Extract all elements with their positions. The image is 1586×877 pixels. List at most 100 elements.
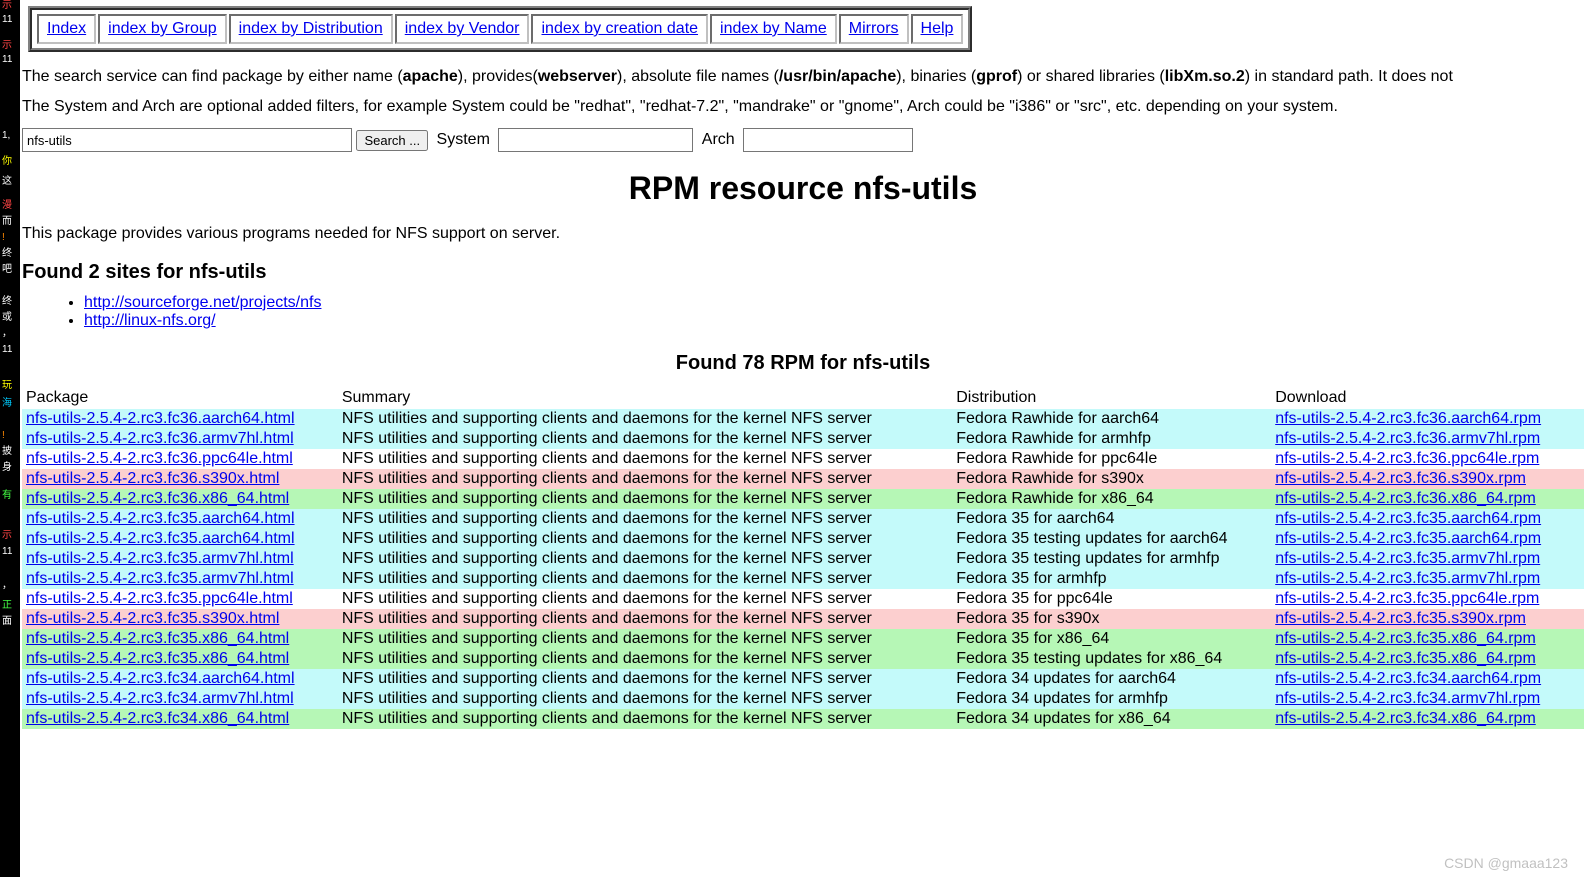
package-link[interactable]: nfs-utils-2.5.4-2.rc3.fc35.armv7hl.html xyxy=(26,570,294,587)
package-link[interactable]: nfs-utils-2.5.4-2.rc3.fc36.x86_64.html xyxy=(26,490,289,507)
package-link[interactable]: nfs-utils-2.5.4-2.rc3.fc36.s390x.html xyxy=(26,470,279,487)
download-cell: nfs-utils-2.5.4-2.rc3.fc36.s390x.rpm xyxy=(1271,469,1584,489)
distribution-cell: Fedora 35 for x86_64 xyxy=(952,629,1271,649)
package-link[interactable]: nfs-utils-2.5.4-2.rc3.fc34.x86_64.html xyxy=(26,710,289,727)
table-row: nfs-utils-2.5.4-2.rc3.fc36.x86_64.html NF… xyxy=(22,489,1584,509)
system-label: System xyxy=(437,131,490,148)
distribution-cell: Fedora 35 for ppc64le xyxy=(952,589,1271,609)
download-link[interactable]: nfs-utils-2.5.4-2.rc3.fc35.ppc64le.rpm xyxy=(1275,590,1539,607)
arch-label: Arch xyxy=(702,131,735,148)
table-row: nfs-utils-2.5.4-2.rc3.fc36.s390x.html NFS… xyxy=(22,469,1584,489)
download-link[interactable]: nfs-utils-2.5.4-2.rc3.fc35.x86_64.rpm xyxy=(1275,650,1536,667)
download-link[interactable]: nfs-utils-2.5.4-2.rc3.fc36.s390x.rpm xyxy=(1275,470,1526,487)
site-link[interactable]: http://sourceforge.net/projects/nfs xyxy=(84,294,321,311)
top-nav: Indexindex by Groupindex by Distribution… xyxy=(28,6,972,52)
left-strip-glyph: ! xyxy=(2,232,5,244)
package-cell: nfs-utils-2.5.4-2.rc3.fc35.aarch64.html xyxy=(22,509,338,529)
site-link[interactable]: http://linux-nfs.org/ xyxy=(84,312,216,329)
package-link[interactable]: nfs-utils-2.5.4-2.rc3.fc34.aarch64.html xyxy=(26,670,295,687)
download-link[interactable]: nfs-utils-2.5.4-2.rc3.fc35.x86_64.rpm xyxy=(1275,630,1536,647)
site-item: http://sourceforge.net/projects/nfs xyxy=(84,294,1586,312)
package-cell: nfs-utils-2.5.4-2.rc3.fc35.aarch64.html xyxy=(22,529,338,549)
package-cell: nfs-utils-2.5.4-2.rc3.fc36.x86_64.html xyxy=(22,489,338,509)
summary-cell: NFS utilities and supporting clients and… xyxy=(338,489,952,509)
left-strip-glyph: 而 xyxy=(2,216,12,228)
package-cell: nfs-utils-2.5.4-2.rc3.fc34.x86_64.html xyxy=(22,709,338,729)
table-row: nfs-utils-2.5.4-2.rc3.fc35.x86_64.htmlNF… xyxy=(22,629,1584,649)
nav-link-mirrors[interactable]: Mirrors xyxy=(839,14,909,44)
left-strip-glyph: 你 xyxy=(2,156,12,168)
package-link[interactable]: nfs-utils-2.5.4-2.rc3.fc36.ppc64le.html xyxy=(26,450,293,467)
package-link[interactable]: nfs-utils-2.5.4-2.rc3.fc35.s390x.html xyxy=(26,610,279,627)
nav-link-index[interactable]: Index xyxy=(37,14,96,44)
download-cell: nfs-utils-2.5.4-2.rc3.fc35.x86_64.rpm xyxy=(1271,649,1584,669)
left-strip-glyph: 披 xyxy=(2,446,12,458)
nav-link-index-by-distribution[interactable]: index by Distribution xyxy=(229,14,393,44)
left-strip-glyph: ， xyxy=(2,580,12,592)
summary-cell: NFS utilities and supporting clients and… xyxy=(338,469,952,489)
download-cell: nfs-utils-2.5.4-2.rc3.fc34.x86_64.rpm xyxy=(1271,709,1584,729)
table-header-row: PackageSummaryDistributionDownload xyxy=(22,387,1584,409)
package-link[interactable]: nfs-utils-2.5.4-2.rc3.fc36.aarch64.html xyxy=(26,410,295,427)
nav-link-index-by-vendor[interactable]: index by Vendor xyxy=(395,14,530,44)
intro-bold: /usr/bin/apache xyxy=(779,68,896,85)
left-strip-glyph: 或 xyxy=(2,312,12,324)
nav-link-index-by-name[interactable]: index by Name xyxy=(710,14,837,44)
download-link[interactable]: nfs-utils-2.5.4-2.rc3.fc34.armv7hl.rpm xyxy=(1275,690,1540,707)
distribution-cell: Fedora 35 testing updates for aarch64 xyxy=(952,529,1271,549)
package-cell: nfs-utils-2.5.4-2.rc3.fc35.s390x.html xyxy=(22,609,338,629)
package-link[interactable]: nfs-utils-2.5.4-2.rc3.fc35.x86_64.html xyxy=(26,630,289,647)
download-link[interactable]: nfs-utils-2.5.4-2.rc3.fc35.aarch64.rpm xyxy=(1275,530,1541,547)
download-link[interactable]: nfs-utils-2.5.4-2.rc3.fc36.x86_64.rpm xyxy=(1275,490,1536,507)
package-link[interactable]: nfs-utils-2.5.4-2.rc3.fc36.armv7hl.html xyxy=(26,430,294,447)
distribution-cell: Fedora Rawhide for aarch64 xyxy=(952,409,1271,429)
summary-cell: NFS utilities and supporting clients and… xyxy=(338,609,952,629)
package-link[interactable]: nfs-utils-2.5.4-2.rc3.fc35.ppc64le.html xyxy=(26,590,293,607)
download-cell: nfs-utils-2.5.4-2.rc3.fc34.armv7hl.rpm xyxy=(1271,689,1584,709)
download-cell: nfs-utils-2.5.4-2.rc3.fc36.aarch64.rpm xyxy=(1271,409,1584,429)
package-cell: nfs-utils-2.5.4-2.rc3.fc36.s390x.html xyxy=(22,469,338,489)
distribution-cell: Fedora 35 for aarch64 xyxy=(952,509,1271,529)
download-link[interactable]: nfs-utils-2.5.4-2.rc3.fc34.aarch64.rpm xyxy=(1275,670,1541,687)
intro-bold: apache xyxy=(403,68,458,85)
system-input[interactable] xyxy=(498,128,693,152)
package-link[interactable]: nfs-utils-2.5.4-2.rc3.fc34.armv7hl.html xyxy=(26,690,294,707)
arch-input[interactable] xyxy=(743,128,913,152)
download-link[interactable]: nfs-utils-2.5.4-2.rc3.fc36.aarch64.rpm xyxy=(1275,410,1541,427)
nav-link-index-by-group[interactable]: index by Group xyxy=(98,14,227,44)
search-input[interactable] xyxy=(22,128,352,152)
distribution-cell: Fedora 34 updates for x86_64 xyxy=(952,709,1271,729)
intro-line-2: The System and Arch are optional added f… xyxy=(22,98,1578,116)
package-link[interactable]: nfs-utils-2.5.4-2.rc3.fc35.aarch64.html xyxy=(26,530,295,547)
left-strip-glyph: 示 xyxy=(2,40,12,52)
main-content: Indexindex by Groupindex by Distribution… xyxy=(20,0,1586,877)
download-link[interactable]: nfs-utils-2.5.4-2.rc3.fc36.armv7hl.rpm xyxy=(1275,430,1540,447)
left-strip-glyph: 1, xyxy=(2,130,10,142)
package-link[interactable]: nfs-utils-2.5.4-2.rc3.fc35.aarch64.html xyxy=(26,510,295,527)
table-row: nfs-utils-2.5.4-2.rc3.fc34.armv7hl.htmlN… xyxy=(22,689,1584,709)
search-button[interactable]: Search ... xyxy=(356,130,428,151)
nav-link-help[interactable]: Help xyxy=(911,14,964,44)
left-strip-glyph: 有 xyxy=(2,490,12,502)
download-cell: nfs-utils-2.5.4-2.rc3.fc36.x86_64.rpm xyxy=(1271,489,1584,509)
download-link[interactable]: nfs-utils-2.5.4-2.rc3.fc35.armv7hl.rpm xyxy=(1275,570,1540,587)
download-cell: nfs-utils-2.5.4-2.rc3.fc35.aarch64.rpm xyxy=(1271,529,1584,549)
download-link[interactable]: nfs-utils-2.5.4-2.rc3.fc35.s390x.rpm xyxy=(1275,610,1526,627)
download-link[interactable]: nfs-utils-2.5.4-2.rc3.fc34.x86_64.rpm xyxy=(1275,710,1536,727)
download-link[interactable]: nfs-utils-2.5.4-2.rc3.fc35.aarch64.rpm xyxy=(1275,510,1541,527)
nav-link-index-by-creation-date[interactable]: index by creation date xyxy=(531,14,708,44)
package-link[interactable]: nfs-utils-2.5.4-2.rc3.fc35.armv7hl.html xyxy=(26,550,294,567)
download-link[interactable]: nfs-utils-2.5.4-2.rc3.fc35.armv7hl.rpm xyxy=(1275,550,1540,567)
download-link[interactable]: nfs-utils-2.5.4-2.rc3.fc36.ppc64le.rpm xyxy=(1275,450,1539,467)
summary-cell: NFS utilities and supporting clients and… xyxy=(338,669,952,689)
intro-line-1: The search service can find package by e… xyxy=(22,68,1578,86)
package-link[interactable]: nfs-utils-2.5.4-2.rc3.fc35.x86_64.html xyxy=(26,650,289,667)
download-cell: nfs-utils-2.5.4-2.rc3.fc36.ppc64le.rpm xyxy=(1271,449,1584,469)
intro-bold: libXm.so.2 xyxy=(1165,68,1245,85)
table-row: nfs-utils-2.5.4-2.rc3.fc35.s390x.html NFS… xyxy=(22,609,1584,629)
download-cell: nfs-utils-2.5.4-2.rc3.fc35.armv7hl.rpm xyxy=(1271,569,1584,589)
left-strip-glyph: 11 xyxy=(2,54,12,66)
table-row: nfs-utils-2.5.4-2.rc3.fc35.armv7hl.htmlN… xyxy=(22,549,1584,569)
sites-heading: Found 2 sites for nfs-utils xyxy=(22,261,1586,284)
search-form: Search ... System Arch xyxy=(22,128,1584,152)
